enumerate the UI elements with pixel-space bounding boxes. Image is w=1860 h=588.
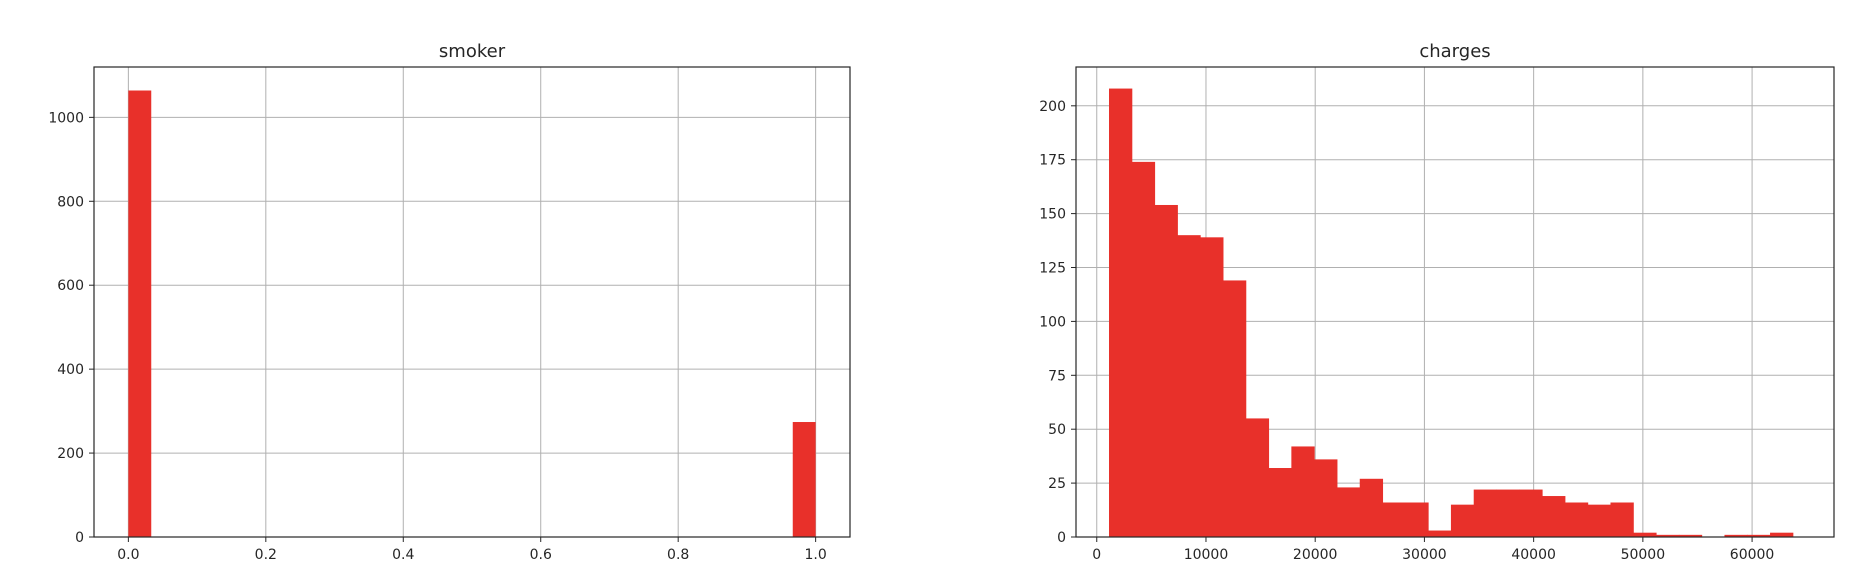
x-tick-label: 0.4 <box>392 547 414 563</box>
axes-frame <box>93 66 851 538</box>
histogram-bar <box>1428 530 1452 537</box>
histogram-bar <box>1633 532 1657 537</box>
y-tick-label: 200 <box>57 446 84 462</box>
x-tick-label: 40000 <box>1511 547 1556 563</box>
histogram-bar <box>1656 534 1680 537</box>
chart-smoker: 0.0 0.2 0.4 0.6 0.8 1.0 0 200 400 600 800 1000 smoke… <box>48 41 851 563</box>
histogram-bar <box>1245 418 1270 537</box>
y-tick-label: 25 <box>1048 476 1066 492</box>
x-tick-label: 0.0 <box>117 547 139 563</box>
histogram-bar <box>1382 502 1406 537</box>
y-tick-label: 100 <box>1039 314 1066 330</box>
x-tick-label: 0.6 <box>530 547 552 563</box>
histogram-bar <box>1222 280 1247 537</box>
histogram-bar <box>1268 468 1292 537</box>
y-tick-label: 75 <box>1048 368 1066 384</box>
x-tick-label: 30000 <box>1402 547 1447 563</box>
y-tick-label: 600 <box>57 278 84 294</box>
histogram-bar <box>1291 446 1315 537</box>
histogram-bar <box>1587 504 1611 537</box>
histogram-bar <box>1131 161 1156 538</box>
x-tick-label: 60000 <box>1730 547 1775 563</box>
y-tick-label: 0 <box>1057 530 1066 546</box>
histogram-bar <box>1724 534 1748 537</box>
y-tick-label: 800 <box>57 194 84 210</box>
histogram-bar <box>1177 235 1201 537</box>
axes-frame <box>1075 66 1835 538</box>
histogram-bar <box>1496 489 1520 537</box>
histogram-bar <box>1359 478 1384 537</box>
y-tick-label: 175 <box>1039 153 1066 169</box>
chart-charges: 0 10000 20000 30000 40000 50000 60000 0 25 50 75 10… <box>1039 41 1835 563</box>
x-tick-label: 20000 <box>1293 547 1338 563</box>
histogram-bar <box>1564 502 1589 537</box>
y-tick-label: 400 <box>57 362 84 378</box>
y-tick-label: 0 <box>75 530 84 546</box>
histogram-bar <box>1542 496 1566 537</box>
y-tick-label: 150 <box>1039 207 1066 223</box>
x-tick-label: 0.8 <box>667 547 689 563</box>
histogram-bar <box>1450 504 1475 537</box>
histogram-bar <box>128 90 152 537</box>
histogram-bar <box>1770 532 1794 537</box>
histogram-bar <box>1200 237 1224 537</box>
y-tick-label: 1000 <box>48 110 84 126</box>
chart-title: charges <box>1419 41 1490 62</box>
x-tick-label: 0 <box>1092 547 1101 563</box>
x-tick-label: 0.2 <box>255 547 277 563</box>
histogram-bar <box>1610 502 1634 537</box>
x-tick-label: 50000 <box>1621 547 1666 563</box>
histogram-bar <box>1336 487 1361 537</box>
histogram-bar <box>792 422 816 537</box>
histogram-bar <box>1405 502 1429 537</box>
x-tick-label: 1.0 <box>805 547 827 563</box>
y-tick-label: 200 <box>1039 99 1066 115</box>
y-tick-label: 50 <box>1048 422 1066 438</box>
histogram-bar <box>1154 204 1178 538</box>
histogram-bar <box>1473 489 1498 537</box>
x-tick-label: 10000 <box>1184 547 1229 563</box>
histogram-bar <box>1747 534 1771 537</box>
histogram-bar <box>1109 88 1133 537</box>
histogram-bar <box>1519 489 1543 537</box>
histogram-bar <box>1314 459 1338 537</box>
histogram-bar <box>1678 534 1703 537</box>
chart-title: smoker <box>439 41 506 62</box>
y-tick-label: 125 <box>1039 261 1066 277</box>
